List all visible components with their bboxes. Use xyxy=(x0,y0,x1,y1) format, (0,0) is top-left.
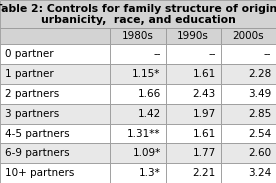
Bar xyxy=(0,163,110,183)
Bar xyxy=(221,64,276,84)
Text: --: -- xyxy=(264,49,271,59)
Bar xyxy=(0,104,110,124)
Text: 1980s: 1980s xyxy=(122,31,154,41)
Text: 1.66: 1.66 xyxy=(137,89,161,99)
Text: 1990s: 1990s xyxy=(177,31,209,41)
Text: 2.28: 2.28 xyxy=(248,69,271,79)
Bar xyxy=(221,84,276,104)
Bar xyxy=(0,44,110,64)
Text: 1.09*: 1.09* xyxy=(132,148,161,158)
Bar xyxy=(166,104,221,124)
Text: 3.49: 3.49 xyxy=(248,89,271,99)
Text: urbanicity,  race, and education: urbanicity, race, and education xyxy=(41,15,235,25)
Text: 6-9 partners: 6-9 partners xyxy=(5,148,70,158)
Text: 3 partners: 3 partners xyxy=(5,109,59,119)
Text: 2.85: 2.85 xyxy=(248,109,271,119)
Text: 0 partner: 0 partner xyxy=(5,49,54,59)
Bar xyxy=(221,143,276,163)
Text: 1.97: 1.97 xyxy=(193,109,216,119)
Bar xyxy=(110,163,166,183)
Bar xyxy=(110,28,166,44)
Bar xyxy=(0,64,110,84)
Bar xyxy=(166,163,221,183)
Bar xyxy=(110,104,166,124)
Text: 2.43: 2.43 xyxy=(193,89,216,99)
Text: 1.42: 1.42 xyxy=(137,109,161,119)
Bar xyxy=(0,28,110,44)
Bar xyxy=(221,44,276,64)
Text: 3.24: 3.24 xyxy=(248,168,271,178)
Bar xyxy=(110,84,166,104)
Text: --: -- xyxy=(208,49,216,59)
Text: 1.61: 1.61 xyxy=(193,69,216,79)
Text: 2.21: 2.21 xyxy=(193,168,216,178)
Bar xyxy=(0,84,110,104)
Bar xyxy=(110,64,166,84)
Text: 4-5 partners: 4-5 partners xyxy=(5,128,70,139)
Text: 1.77: 1.77 xyxy=(193,148,216,158)
Text: Table 2: Controls for family structure of origin,: Table 2: Controls for family structure o… xyxy=(0,3,276,14)
Bar xyxy=(0,143,110,163)
Text: 10+ partners: 10+ partners xyxy=(5,168,74,178)
Text: 1.31**: 1.31** xyxy=(127,128,161,139)
Bar xyxy=(110,124,166,143)
Bar xyxy=(166,84,221,104)
Text: 2000s: 2000s xyxy=(233,31,264,41)
Text: 2.60: 2.60 xyxy=(248,148,271,158)
Text: --: -- xyxy=(153,49,161,59)
Bar xyxy=(110,143,166,163)
Text: 2.54: 2.54 xyxy=(248,128,271,139)
Bar xyxy=(0,0,276,28)
Bar xyxy=(221,104,276,124)
Bar xyxy=(166,64,221,84)
Bar xyxy=(110,44,166,64)
Text: 1.3*: 1.3* xyxy=(139,168,161,178)
Text: 1.15*: 1.15* xyxy=(132,69,161,79)
Bar xyxy=(0,124,110,143)
Bar xyxy=(221,163,276,183)
Text: 1 partner: 1 partner xyxy=(5,69,54,79)
Bar xyxy=(166,28,221,44)
Bar xyxy=(166,124,221,143)
Text: 1.61: 1.61 xyxy=(193,128,216,139)
Bar xyxy=(221,124,276,143)
Text: 2 partners: 2 partners xyxy=(5,89,59,99)
Bar xyxy=(166,143,221,163)
Bar xyxy=(166,44,221,64)
Bar xyxy=(221,28,276,44)
